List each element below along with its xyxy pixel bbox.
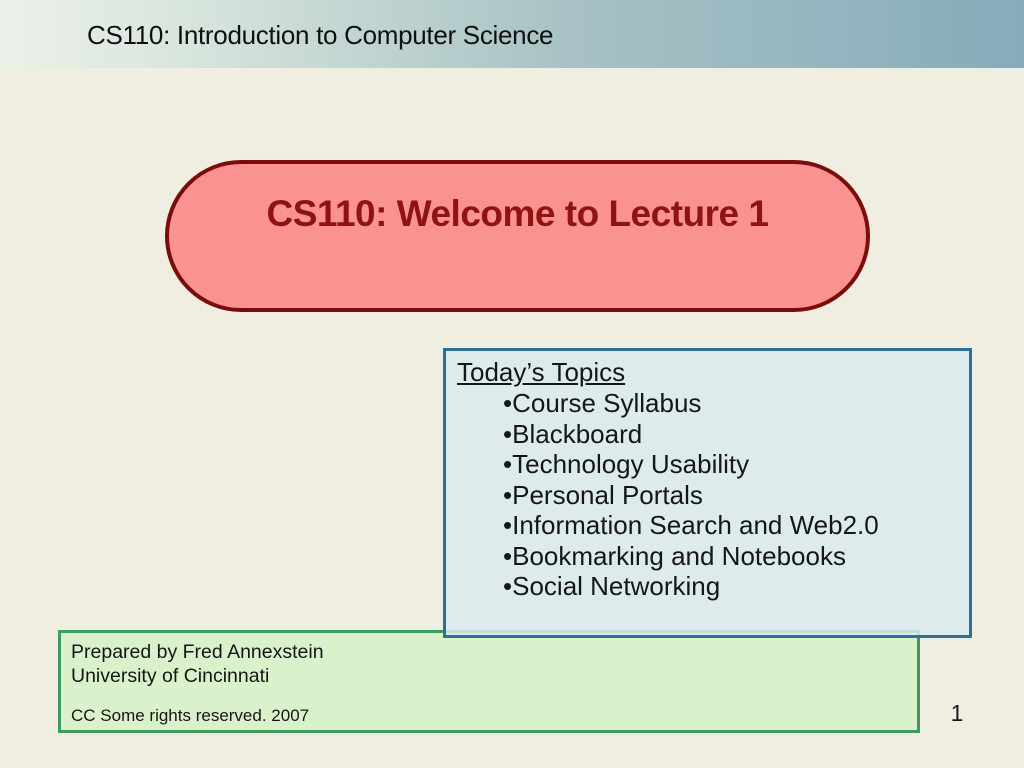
bullet-glyph: •	[503, 418, 513, 449]
credits-box: Prepared by Fred Annexstein University o…	[58, 630, 920, 733]
bullet-glyph: •	[503, 571, 513, 601]
title-banner: CS110: Welcome to Lecture 1	[165, 160, 870, 312]
topic-item-label: Technology Usability	[512, 449, 750, 479]
topic-item: •Course Syllabus	[503, 388, 961, 419]
topic-item: •Blackboard	[503, 419, 961, 450]
bullet-glyph: •	[503, 479, 513, 510]
header-title: CS110: Introduction to Computer Science	[87, 20, 554, 50]
topics-heading: Today’s Topics	[457, 357, 626, 387]
topic-item: •Social Networking	[503, 571, 961, 602]
topic-item: •Personal Portals	[503, 480, 961, 511]
bullet-glyph: •	[503, 449, 513, 479]
topic-item-label: Personal Portals	[512, 479, 703, 510]
topic-item-label: Course Syllabus	[512, 388, 702, 418]
page-number: 1	[950, 700, 964, 726]
topic-item: •Bookmarking and Notebooks	[503, 541, 961, 572]
bullet-glyph: •	[503, 510, 513, 540]
bullet-glyph: •	[503, 388, 513, 418]
topic-item: •Information Search and Web2.0	[503, 510, 961, 541]
header-band: CS110: Introduction to Computer Science	[0, 0, 1024, 68]
topic-item-label: Bookmarking and Notebooks	[512, 540, 846, 571]
topic-item-label: Information Search and Web2.0	[512, 510, 879, 540]
topic-item-label: Blackboard	[512, 418, 643, 449]
license-line: CC Some rights reserved. 2007	[71, 706, 310, 725]
bullet-glyph: •	[503, 540, 513, 571]
credit-institution-line: University of Cincinnati	[71, 665, 270, 687]
topics-box: Today’s Topics •Course Syllabus •Blackbo…	[443, 348, 972, 638]
topic-item-label: Social Networking	[512, 571, 721, 601]
topic-item: •Technology Usability	[503, 449, 961, 480]
credit-author-line: Prepared by Fred Annexstein	[71, 641, 324, 663]
topics-list: •Course Syllabus •Blackboard •Technology…	[457, 388, 961, 602]
banner-title: CS110: Welcome to Lecture 1	[266, 193, 769, 234]
